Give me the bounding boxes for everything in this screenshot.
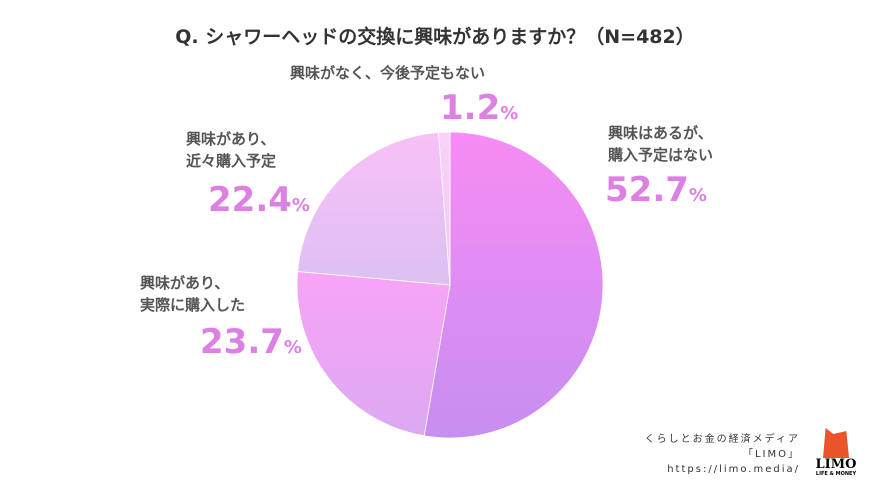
pct-slice-3: 1.2%: [440, 88, 519, 128]
pie-slice-1: [296, 271, 451, 437]
credit: くらしとお金の経済メディア 「LIMO」 https://limo.media/: [644, 434, 800, 475]
pct-slice-2: 22.4%: [208, 180, 310, 220]
label-slice-3: 興味がなく、今後予定もない: [290, 64, 486, 82]
pie-slice-2: [297, 132, 451, 286]
label-slice-1: 興味があり、 実際に購入した: [140, 274, 246, 314]
pie-slice-0: [423, 131, 604, 439]
chart-title: Q. シャワーヘッドの交換に興味がありますか？（N=482）: [175, 26, 695, 48]
label-slice-2: 興味があり、 近々購入予定: [186, 130, 277, 170]
pct-slice-0: 52.7%: [605, 170, 707, 210]
label-slice-0: 興味はあるが、 購入予定はない: [608, 124, 714, 164]
pie-slice-3: [438, 131, 451, 286]
fox-icon: [823, 428, 849, 458]
limo-logo: LIMO LIFE & MONEY: [812, 428, 860, 477]
pct-slice-1: 23.7%: [200, 322, 302, 362]
